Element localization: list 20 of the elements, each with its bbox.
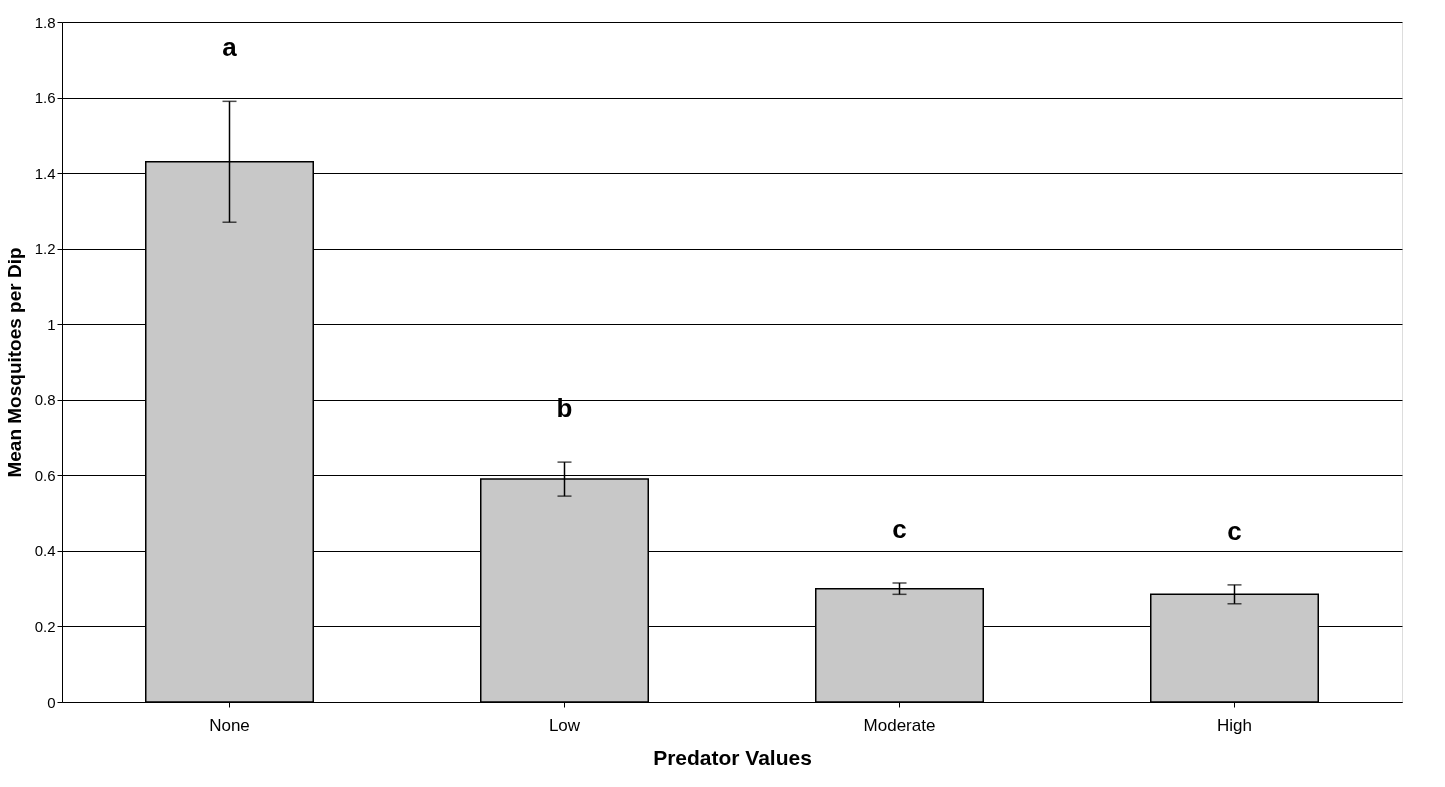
y-tick-label: 1.4 — [34, 164, 56, 182]
y-tick-label: 1.6 — [34, 89, 56, 107]
y-tick-label: 0.8 — [34, 391, 56, 409]
x-tick-label: Moderate — [863, 715, 936, 735]
x-tick-label: High — [1217, 715, 1252, 735]
annotation: b — [556, 393, 573, 424]
y-tick-label: 1 — [47, 315, 56, 333]
x-tick-label: None — [209, 715, 250, 735]
y-tick-label: 0.2 — [34, 617, 56, 635]
annotation: c — [892, 514, 907, 544]
x-tick-label: Low — [548, 715, 581, 735]
y-tick-label: 0.4 — [34, 542, 56, 560]
y-tick-label: 1.8 — [34, 13, 56, 31]
y-axis-title: Mean Mosquitoes per Dip — [3, 247, 25, 478]
y-tick-label: 0 — [47, 693, 56, 711]
y-tick-label: 0.6 — [34, 466, 56, 484]
annotation: c — [1227, 515, 1242, 546]
annotation: a — [222, 32, 238, 63]
x-axis-title: Predator Values — [653, 745, 812, 769]
y-tick-label: 1.2 — [34, 240, 56, 258]
